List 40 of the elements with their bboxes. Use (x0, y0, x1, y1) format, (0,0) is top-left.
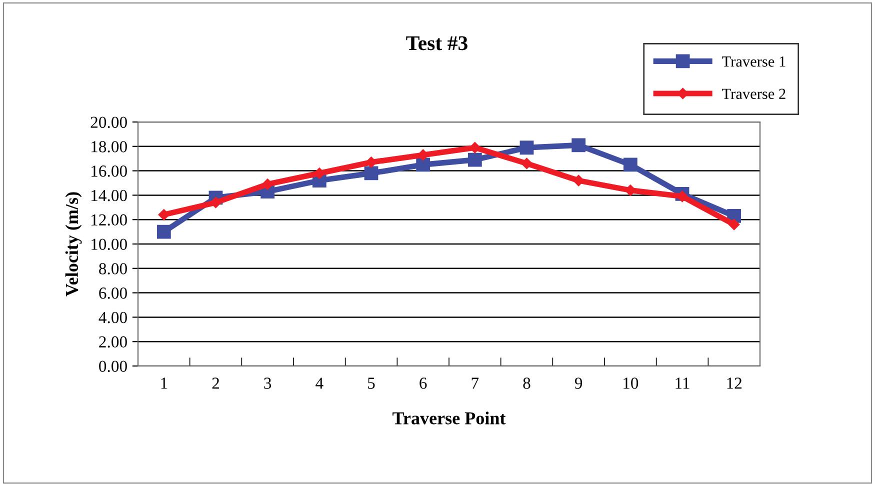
x-tick-label: 4 (316, 378, 324, 389)
point (623, 158, 638, 172)
point (364, 166, 378, 180)
chart-title: Test #3 (406, 36, 468, 50)
point (572, 138, 586, 152)
x-tick-label: 5 (368, 378, 375, 389)
x-tick-label: 2 (212, 378, 219, 389)
y-tick-label: 20.00 (90, 116, 127, 128)
legend-label: Traverse 2 (722, 88, 786, 99)
x-tick-label: 11 (676, 378, 690, 389)
legend-label: Traverse 1 (722, 56, 786, 67)
x-tick-label: 9 (574, 378, 582, 389)
x-tick-label: 10 (624, 378, 638, 389)
point (728, 218, 740, 230)
y-tick-label: 12.00 (92, 214, 127, 226)
x-tick-label: 3 (264, 378, 272, 389)
point (521, 158, 532, 170)
point (416, 158, 430, 172)
point (468, 152, 482, 167)
x-tick-label: 7 (472, 378, 479, 389)
y-tick-label: 18.00 (92, 141, 127, 152)
x-tick-label: 12 (727, 378, 742, 389)
point (262, 178, 274, 190)
y-tick-label: 6.00 (99, 288, 127, 299)
y-axis-title: Velocity (m/s) (65, 192, 82, 296)
y-tick-label: 0.00 (99, 360, 127, 372)
x-tick-label: 1 (161, 378, 168, 389)
x-axis-title: Traverse Point (392, 412, 506, 424)
x-tick-label: 6 (420, 378, 427, 389)
point (210, 196, 222, 208)
y-tick-label: 2.00 (99, 336, 127, 348)
y-tick-label: 10.00 (92, 238, 127, 250)
point (156, 224, 171, 239)
y-tick-label: 8.00 (99, 263, 127, 274)
point (520, 140, 534, 155)
x-tick-label: 8 (523, 378, 530, 389)
point (572, 174, 584, 186)
y-tick-label: 16.00 (92, 166, 127, 177)
y-tick-label: 14.00 (92, 190, 127, 202)
y-tick-label: 4.00 (98, 312, 127, 324)
